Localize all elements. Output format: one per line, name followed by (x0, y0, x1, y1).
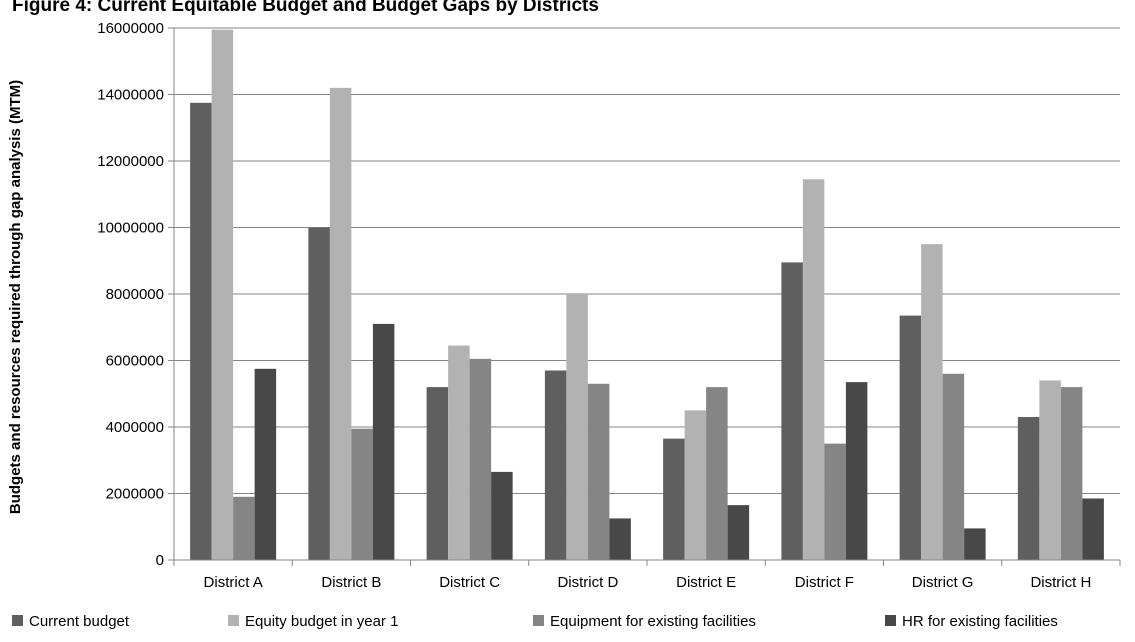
bar (824, 443, 846, 560)
bar (491, 471, 513, 560)
bar (1060, 387, 1083, 560)
bar (448, 345, 470, 560)
y-tick-label: 6000000 (106, 353, 164, 370)
bar (706, 387, 728, 560)
bar (609, 518, 631, 560)
x-category-label: District H (1030, 574, 1091, 591)
bar (781, 262, 803, 560)
bars (190, 29, 1104, 561)
bar (1039, 380, 1061, 560)
x-category-label: District E (676, 574, 736, 591)
legend-label: Equipment for existing facilities (550, 613, 756, 630)
bar (190, 102, 212, 560)
legend-label: Equity budget in year 1 (245, 613, 398, 630)
legend-swatch (228, 615, 239, 626)
legend: Current budget Equity budget in year 1 Equ… (12, 613, 1058, 630)
y-tick-label: 14000000 (97, 87, 164, 104)
bar (469, 358, 492, 560)
y-tick-label: 10000000 (97, 220, 164, 237)
bar (802, 179, 825, 560)
bar (964, 528, 986, 560)
y-axis-label: Budgets and resources required through g… (7, 80, 24, 514)
bar (899, 315, 922, 560)
x-category-labels: District A District B District C District D… (204, 574, 1092, 591)
y-tick-labels: 0 2000000 4000000 6000000 8000000 10000000 120… (97, 20, 164, 569)
axes (168, 27, 1121, 566)
x-category-label: District G (912, 574, 974, 591)
bar (233, 496, 255, 560)
bar (426, 387, 449, 560)
bar (254, 368, 277, 560)
legend-swatch (885, 615, 896, 626)
y-tick-label: 2000000 (106, 486, 164, 503)
bar (566, 294, 588, 560)
x-category-label: District A (204, 574, 263, 591)
y-tick-label: 0 (156, 552, 164, 569)
bar (845, 382, 868, 560)
x-category-label: District B (321, 574, 381, 591)
x-category-label: District F (795, 574, 854, 591)
bar (663, 438, 685, 560)
bar (921, 244, 943, 560)
bar (1082, 498, 1104, 560)
bar (329, 87, 352, 560)
bar (372, 323, 395, 560)
y-tick-label: 12000000 (97, 153, 164, 170)
legend-swatch (12, 615, 23, 626)
legend-label: HR for existing facilities (902, 613, 1058, 630)
x-category-label: District D (557, 574, 618, 591)
legend-label: Current budget (29, 613, 130, 630)
bar (308, 227, 330, 560)
bar (211, 29, 234, 561)
bar (727, 505, 750, 560)
bar (351, 428, 373, 560)
bar (684, 410, 707, 560)
y-tick-label: 8000000 (106, 286, 164, 303)
legend-swatch (533, 615, 544, 626)
y-tick-label: 16000000 (97, 20, 164, 37)
bar (587, 383, 610, 560)
bar (544, 370, 567, 560)
y-tick-label: 4000000 (106, 419, 164, 436)
x-category-label: District C (439, 574, 500, 591)
chart-title: Figure 4: Current Equitable Budget and B… (12, 0, 599, 16)
bar (1017, 417, 1040, 560)
bar (942, 373, 965, 560)
